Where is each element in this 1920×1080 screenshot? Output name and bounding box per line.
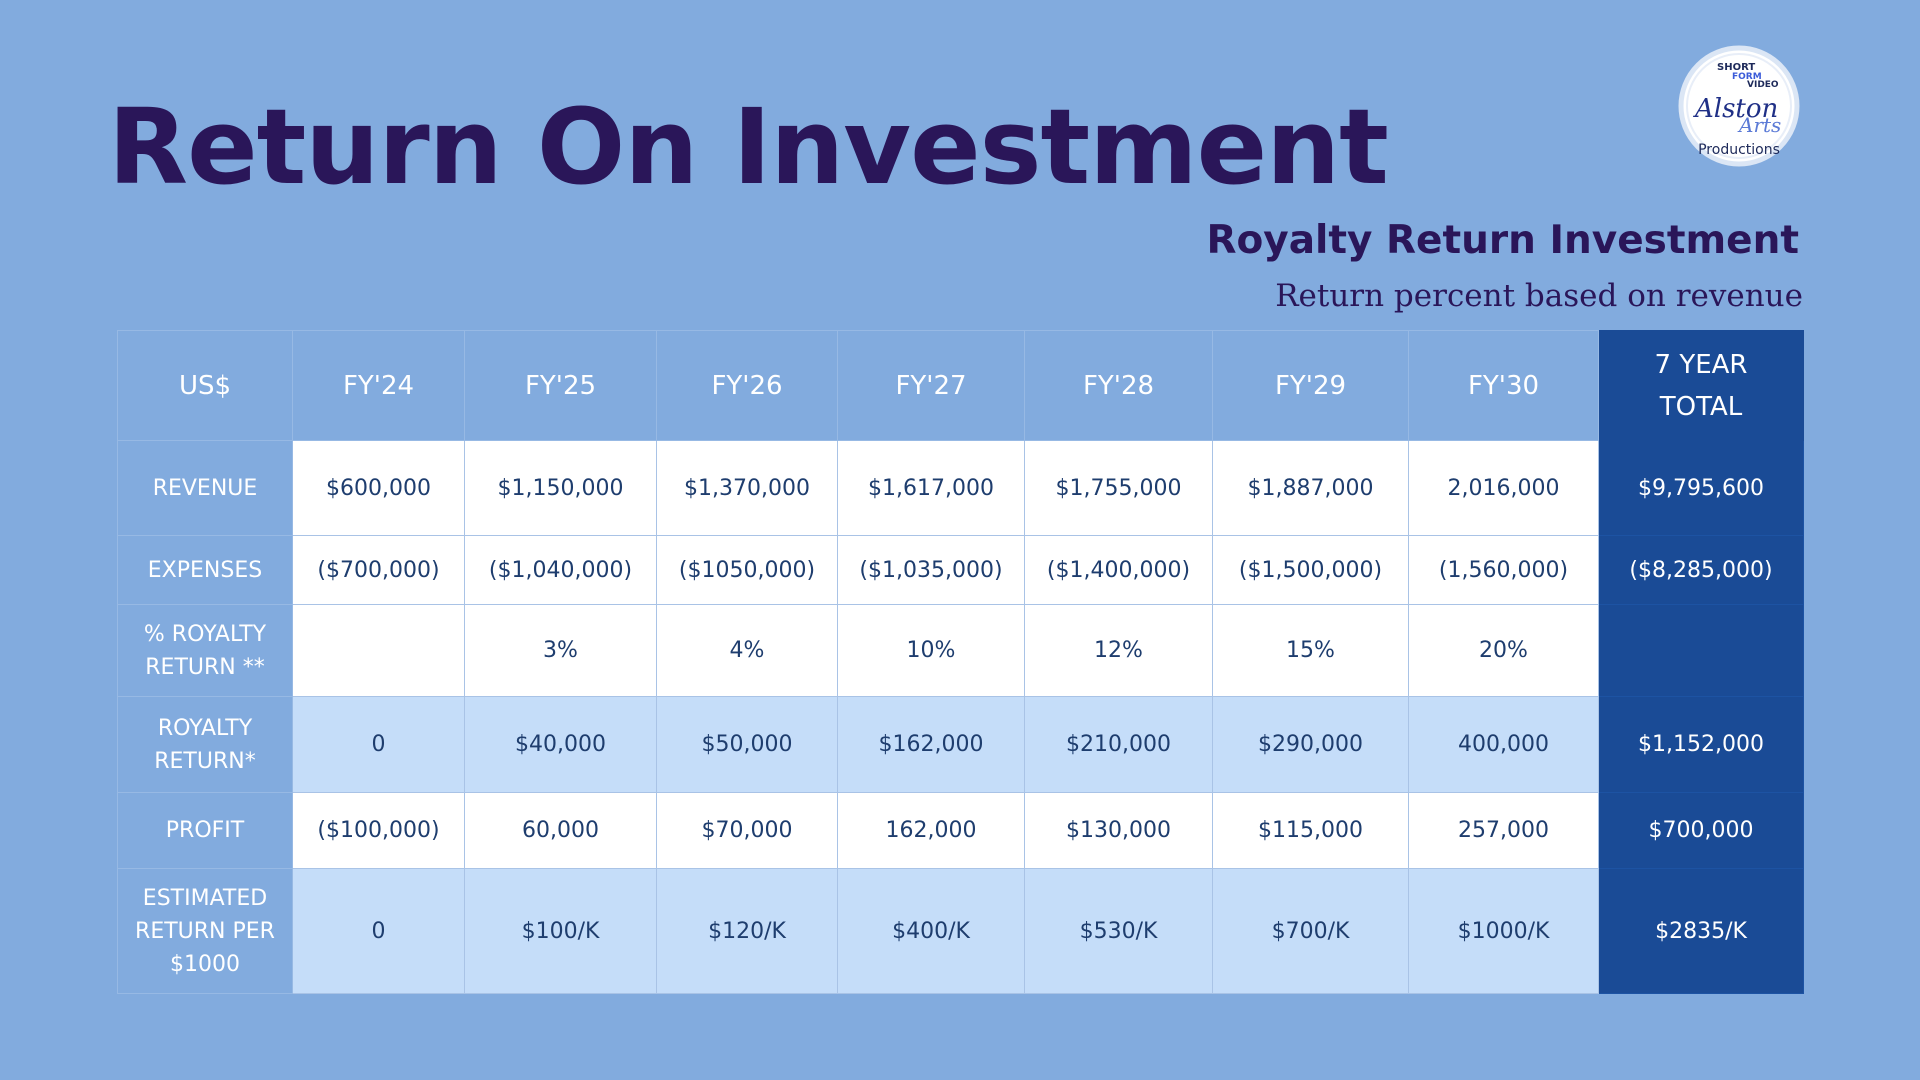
table-cell: 257,000 [1408,792,1599,869]
table-cell [292,604,465,697]
table-cell: $700/K [1212,868,1409,994]
table-cell: ($1,040,000) [464,535,657,605]
roi-table: US$ FY'24 FY'25 FY'26 FY'27 FY'28 FY'29 … [117,330,1804,994]
table-row-royalty-return: ROYALTY RETURN* 0 $40,000 $50,000 $162,00… [117,696,1804,793]
row-label-line: % ROYALTY [143,621,267,647]
total-cell: $700,000 [1598,792,1804,869]
table-cell: 0 [292,868,465,994]
row-label-line: ESTIMATED [142,885,268,911]
table-cell: 15% [1212,604,1409,697]
page-title: Return On Investment [108,86,1389,208]
logo-line-video: VIDEO [1747,80,1779,90]
header-fy24: FY'24 [292,330,465,441]
table-cell: $600,000 [292,440,465,536]
row-label-expenses: EXPENSES [117,535,293,605]
section-subtitle: Royalty Return Investment [1206,218,1799,263]
logo-script-arts: Arts [1737,113,1781,137]
table-cell: $1,617,000 [837,440,1025,536]
row-label-revenue: REVENUE [117,440,293,536]
table-row-revenue: REVENUE $600,000 $1,150,000 $1,370,000 $… [117,440,1804,536]
table-row-royalty-percent: % ROYALTY RETURN ** 3% 4% 10% 12% 15% 20% [117,604,1804,697]
table-cell: $70,000 [656,792,838,869]
logo-line-short: SHORT [1717,62,1755,73]
logo-caption: Productions [1698,142,1780,158]
row-label-line: ROYALTY [157,715,253,741]
table-cell: $120/K [656,868,838,994]
table-cell: 10% [837,604,1025,697]
logo-script-alston: Alston [1693,94,1778,124]
table-cell: ($700,000) [292,535,465,605]
table-cell: $530/K [1024,868,1213,994]
row-label-estimated-return: ESTIMATED RETURN PER $1000 [117,868,293,994]
table-cell: $100/K [464,868,657,994]
table-row-profit: PROFIT ($100,000) 60,000 $70,000 162,000… [117,792,1804,869]
table-cell: ($1,400,000) [1024,535,1213,605]
header-fy29: FY'29 [1212,330,1409,441]
table-cell: $130,000 [1024,792,1213,869]
table-cell: $1000/K [1408,868,1599,994]
total-cell: $9,795,600 [1598,440,1804,536]
table-cell: 60,000 [464,792,657,869]
table-cell: 2,016,000 [1408,440,1599,536]
table-cell: ($1,035,000) [837,535,1025,605]
table-cell: 12% [1024,604,1213,697]
table-cell: $1,370,000 [656,440,838,536]
row-label-line: RETURN PER [135,918,275,944]
table-cell: $290,000 [1212,696,1409,793]
header-fy25: FY'25 [464,330,657,441]
table-cell: (1,560,000) [1408,535,1599,605]
table-header-row: US$ FY'24 FY'25 FY'26 FY'27 FY'28 FY'29 … [117,330,1804,441]
row-label-profit: PROFIT [117,792,293,869]
total-cell: $1,152,000 [1598,696,1804,793]
table-cell: 400,000 [1408,696,1599,793]
table-cell: ($1050,000) [656,535,838,605]
table-cell: ($100,000) [292,792,465,869]
table-cell: $50,000 [656,696,838,793]
table-row-expenses: EXPENSES ($700,000) ($1,040,000) ($1050,… [117,535,1804,605]
header-currency: US$ [117,330,293,441]
total-cell: ($8,285,000) [1598,535,1804,605]
company-logo: SHORT FORM VIDEO Alston Arts Productions [1678,45,1800,167]
header-total-line2: TOTAL [1659,391,1743,422]
table-cell: 4% [656,604,838,697]
total-cell [1598,604,1804,697]
table-cell: ($1,500,000) [1212,535,1409,605]
table-cell: $1,755,000 [1024,440,1213,536]
total-cell: $2835/K [1598,868,1804,994]
row-label-royalty-percent: % ROYALTY RETURN ** [117,604,293,697]
table-cell: 3% [464,604,657,697]
table-row-estimated-return: ESTIMATED RETURN PER $1000 0 $100/K $120/K… [117,868,1804,994]
header-fy26: FY'26 [656,330,838,441]
row-label-line: $1000 [170,951,240,977]
table-cell: 20% [1408,604,1599,697]
header-fy30: FY'30 [1408,330,1599,441]
table-cell: $162,000 [837,696,1025,793]
row-label-royalty-return: ROYALTY RETURN* [117,696,293,793]
table-cell: $210,000 [1024,696,1213,793]
table-cell: $1,150,000 [464,440,657,536]
header-total-line1: 7 YEAR [1654,349,1748,380]
table-cell: $40,000 [464,696,657,793]
table-cell: $1,887,000 [1212,440,1409,536]
logo-line-form: FORM [1732,72,1762,82]
header-fy27: FY'27 [837,330,1025,441]
table-cell: $400/K [837,868,1025,994]
header-fy28: FY'28 [1024,330,1213,441]
table-cell: 0 [292,696,465,793]
table-cell: $115,000 [1212,792,1409,869]
section-note: Return percent based on revenue [1275,278,1803,314]
table-cell: 162,000 [837,792,1025,869]
header-7-year-total: 7 YEAR TOTAL [1598,330,1804,441]
row-label-line: RETURN* [154,748,256,774]
row-label-line: RETURN ** [145,654,265,680]
